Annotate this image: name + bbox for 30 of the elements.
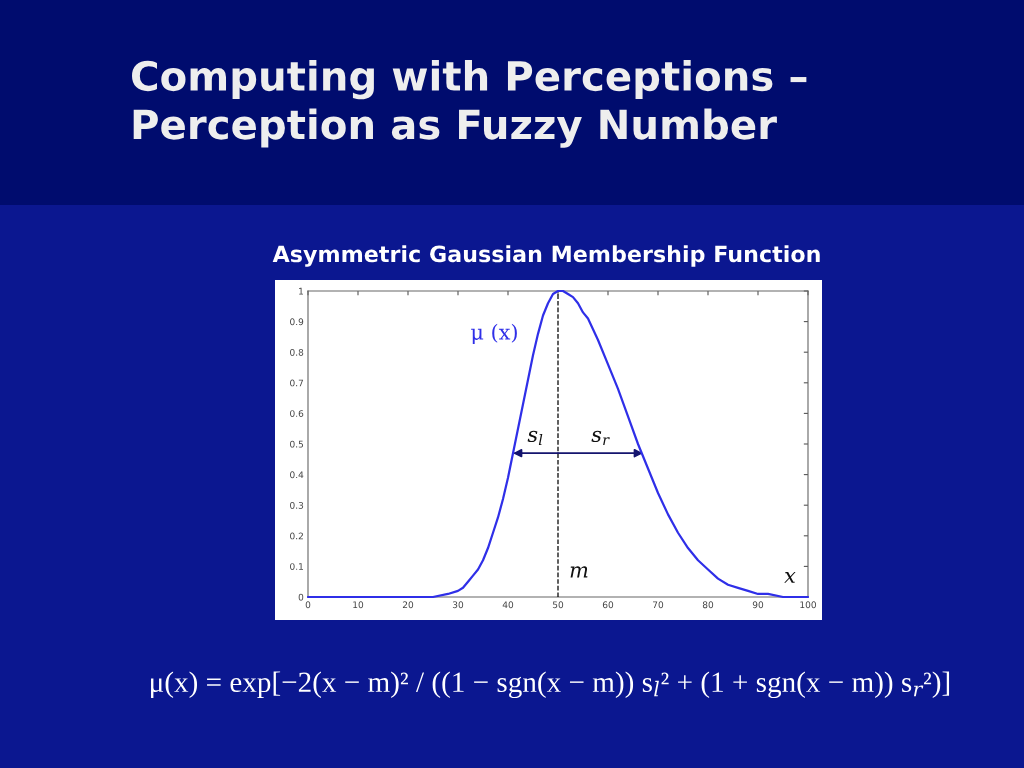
annotation: s$_{l}$ — [527, 430, 543, 446]
y-tick-label: 0.1 — [290, 563, 303, 570]
series-label: μ (x) — [471, 323, 517, 344]
annotation: s$_{r}$ — [591, 430, 610, 446]
y-tick-label: 0.8 — [290, 348, 304, 356]
x-tick-label: 20 — [402, 601, 414, 609]
chart-title: Computing with Perceptions – Perception as Fuzzy Number — [132, 60, 807, 148]
x-tick-label: 0 — [305, 601, 311, 609]
y-tick-label: 0.6 — [290, 410, 304, 417]
y-tick-label: 0 — [298, 593, 304, 601]
ref-line-label: m — [570, 566, 588, 578]
chart-subtitle: Asymmetric Gaussian Membership Function — [272, 245, 820, 267]
x-axis-title: x — [784, 572, 796, 583]
y-tick-label: 0.2 — [290, 532, 303, 540]
x-tick-label: 100 — [800, 601, 817, 609]
y-tick-label: 0.9 — [290, 318, 304, 326]
x-tick-label: 40 — [502, 601, 514, 609]
text: μ(x) = exp[−2(x − m)² / ((1 − sgn(x − m)) s$_{l}$² + (1 + sgn(x − m)) s$_{r}$²)] — [151, 671, 950, 699]
y-tick-label: 0.3 — [290, 501, 304, 509]
y-tick-label: 1 — [299, 287, 303, 295]
x-tick-label: 30 — [452, 601, 464, 609]
x-tick-label: 90 — [752, 601, 764, 609]
x-tick-label: 80 — [702, 601, 714, 609]
y-tick-label: 0.5 — [290, 440, 304, 448]
x-tick-label: 10 — [353, 601, 364, 609]
x-tick-label: 50 — [552, 601, 564, 609]
x-tick-label: 70 — [653, 601, 664, 609]
x-tick-label: 60 — [602, 601, 614, 609]
y-tick-label: 0.7 — [290, 379, 304, 387]
y-tick-label: 0.4 — [290, 471, 304, 479]
